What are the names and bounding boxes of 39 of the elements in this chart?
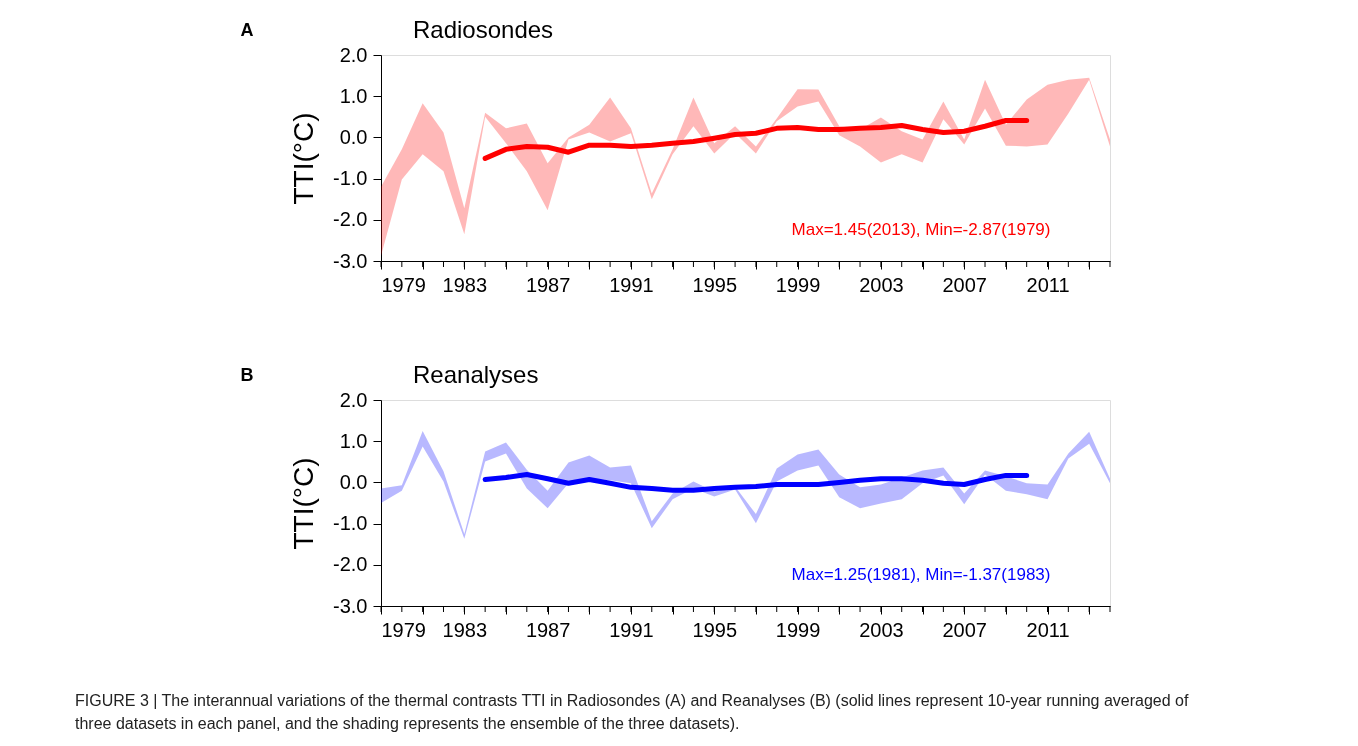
text: A bbox=[240, 20, 254, 40]
y-axis-title: TTI(°C) bbox=[288, 112, 320, 205]
y-axis-title: TTI(°C) bbox=[288, 457, 320, 550]
x-tick-label: 1987 bbox=[525, 618, 571, 641]
y-tick-label: 2.0 bbox=[339, 388, 368, 411]
caption: FIGURE 3 | The interannual variations of the thermal contrasts TTI in Radiosondes (A) and Reanalyses (B) (solid lines represent 10-year running averaged of three datasets in each panel, and the shading represents the ensemble of the three datasets). bbox=[75, 692, 1190, 732]
chart-title: Radiosondes bbox=[413, 16, 554, 43]
y-tick-label: -2.0 bbox=[333, 553, 368, 576]
x-tick-label: 2007 bbox=[942, 273, 987, 296]
text: B bbox=[240, 365, 254, 385]
x-tick-label: 1991 bbox=[609, 273, 654, 296]
x-tick-label: 1987 bbox=[525, 273, 571, 296]
annotation: Max=1.45(2013), Min=-2.87(1979) bbox=[791, 220, 1051, 239]
x-tick-label: 1983 bbox=[442, 618, 488, 641]
x-tick-label: 2011 bbox=[1026, 273, 1070, 296]
y-tick-label: -1.0 bbox=[333, 512, 368, 535]
x-tick-label: 2003 bbox=[859, 618, 904, 641]
y-tick-label: 0.0 bbox=[339, 470, 368, 493]
y-tick-label: 1.0 bbox=[339, 84, 368, 107]
x-tick-label: 1995 bbox=[692, 618, 738, 641]
y-tick-label: -3.0 bbox=[333, 249, 368, 272]
x-tick-label: 1999 bbox=[775, 618, 821, 641]
x-tick-label: 2003 bbox=[859, 273, 904, 296]
x-tick-label: 1979 bbox=[381, 273, 426, 296]
y-tick-label: 1.0 bbox=[339, 429, 368, 452]
y-tick-label: 2.0 bbox=[339, 43, 368, 66]
y-tick-label: -3.0 bbox=[333, 594, 368, 617]
x-tick-label: 2011 bbox=[1026, 618, 1070, 641]
y-tick-label: 0.0 bbox=[339, 125, 368, 148]
y-tick-label: -1.0 bbox=[333, 167, 368, 190]
annotation: Max=1.25(1981), Min=-1.37(1983) bbox=[791, 565, 1051, 584]
x-tick-label: 1995 bbox=[692, 273, 738, 296]
x-tick-label: 1991 bbox=[609, 618, 654, 641]
x-tick-label: 1979 bbox=[381, 618, 426, 641]
x-tick-label: 2007 bbox=[942, 618, 987, 641]
x-tick-label: 1999 bbox=[775, 273, 821, 296]
x-tick-label: 1983 bbox=[442, 273, 488, 296]
chart-title: Reanalyses bbox=[413, 361, 539, 388]
y-tick-label: -2.0 bbox=[333, 208, 368, 231]
